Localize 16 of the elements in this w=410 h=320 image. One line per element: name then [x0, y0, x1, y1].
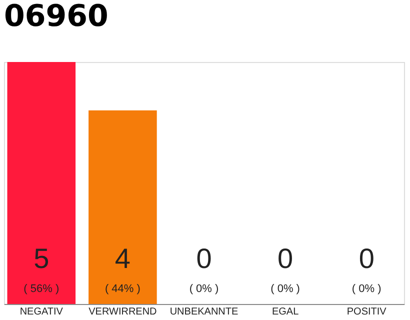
x-tick-label: NEGATIV — [20, 306, 64, 318]
data-label: 0 — [358, 243, 374, 274]
annotation: ( 0% ) — [352, 283, 382, 295]
data-label: 0 — [196, 243, 212, 274]
chart-title: 06960 — [4, 0, 108, 34]
data-label: 5 — [34, 243, 50, 274]
annotation: ( 0% ) — [189, 283, 219, 295]
data-label: 4 — [114, 243, 130, 274]
annotation: ( 0% ) — [270, 283, 300, 295]
x-tick-label: EGAL — [272, 306, 300, 318]
annotation: ( 56% ) — [24, 283, 60, 295]
x-tick-label: UNBEKANNTE — [170, 306, 238, 318]
x-tick-label: POSITIV — [346, 306, 387, 318]
data-label: 0 — [278, 243, 294, 274]
annotation: ( 44% ) — [104, 283, 140, 295]
x-tick-label: VERWIRREND — [88, 306, 157, 318]
